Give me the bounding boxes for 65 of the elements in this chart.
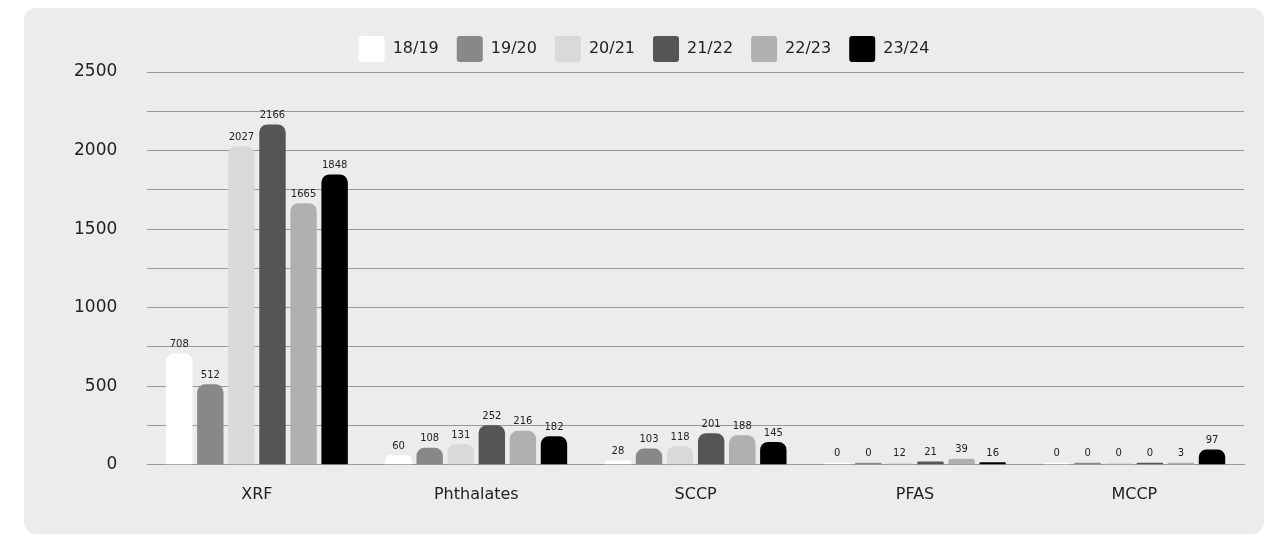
legend-label: 22/23 [785,38,832,58]
y-tick-label: 2500 [74,60,118,81]
y-tick-label: 500 [84,374,118,395]
data-label: 3 [1177,447,1185,459]
y-tick-label: 2000 [74,138,118,159]
y-tick-label: 0 [106,453,118,474]
data-label: 2027 [228,130,255,142]
data-label: 1665 [290,187,317,199]
bar [447,444,474,465]
data-label: 201 [701,417,721,429]
bar [478,425,506,465]
y-tick-label: 1500 [74,217,118,238]
x-tick-label: Phthalates [433,483,519,503]
data-label: 512 [200,368,220,380]
data-label: 2166 [259,109,286,121]
data-label: 0 [834,447,841,459]
bar [509,430,537,465]
x-tick-label: PFAS [895,483,935,503]
legend-label: 21/22 [687,38,734,58]
data-label: 252 [482,409,502,421]
data-label: 16 [986,446,1000,458]
y-tick-label: 1000 [74,296,118,317]
bar [197,384,224,465]
x-tick-label: XRF [241,483,273,503]
data-label: 0 [1146,447,1154,459]
data-label: 97 [1205,434,1219,446]
bar [321,174,348,465]
x-tick-label: SCCP [674,483,718,503]
legend-label: 19/20 [490,38,537,58]
data-label: 12 [893,447,906,459]
bar [760,442,787,465]
data-label: 182 [544,420,564,432]
x-tick-label: MCCP [1111,483,1158,503]
legend-label: 18/19 [392,38,439,58]
data-label: 21 [924,446,937,458]
bar [259,124,286,465]
bar [540,436,568,465]
bar [729,435,756,465]
data-label: 188 [732,419,752,431]
bar [228,146,255,465]
data-label: 60 [392,439,405,451]
data-label: 39 [955,443,968,455]
data-label: 28 [611,444,625,456]
bar [166,353,193,465]
bar [979,462,1006,465]
data-label: 118 [670,430,690,442]
data-label: 145 [763,426,783,438]
data-label: 0 [1084,447,1091,459]
data-label: 216 [513,415,533,427]
data-label: 103 [639,433,659,445]
bar [697,433,725,465]
data-label: 708 [169,338,189,350]
data-label: 0 [1053,447,1060,459]
data-label: 1848 [321,159,348,171]
bar [666,446,694,465]
data-label: 0 [1115,447,1122,459]
bar [385,455,412,465]
data-label: 0 [865,447,872,459]
bar [290,203,317,465]
legend-label: 20/21 [588,38,635,58]
legend-label: 23/24 [883,38,930,58]
bar [948,458,975,465]
data-label: 108 [420,432,440,444]
bar [604,460,632,465]
data-label: 131 [451,428,471,440]
